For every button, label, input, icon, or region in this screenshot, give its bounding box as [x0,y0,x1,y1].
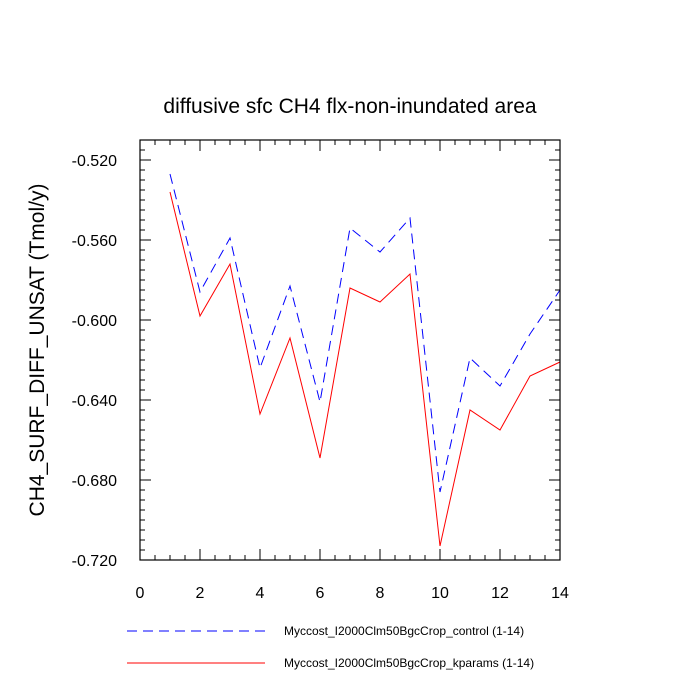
x-tick-label: 2 [196,585,205,602]
y-tick-label: -0.680 [72,473,117,490]
series-control-line [169,173,561,493]
legend-label-kparams: Myccost_I2000Clm50BgcCrop_kparams (1-14) [284,656,534,670]
y-axis-label: CH4_SURF_DIFF_UNSAT (Tmol/y) [26,184,49,517]
plot-series [169,173,561,547]
x-tick-labels: 0 2 4 6 8 10 12 14 [136,585,569,602]
plot-frame [139,139,561,561]
x-tick-label: 4 [256,585,265,602]
x-tick-label: 12 [491,585,509,602]
y-tick-label: -0.640 [72,393,117,410]
y-tick-label: -0.600 [72,313,117,330]
chart-title: diffusive sfc CH4 flx-non-inundated area [163,95,536,118]
y-tick-label: -0.520 [72,153,117,170]
x-tick-label: 14 [551,585,569,602]
x-tick-label: 10 [431,585,449,602]
series-kparams-line [169,191,561,547]
y-tick-label: -0.720 [72,553,117,570]
x-tick-label: 0 [136,585,145,602]
legend-label-control: Myccost_I2000Clm50BgcCrop_control (1-14) [284,624,524,638]
legend: Myccost_I2000Clm50BgcCrop_control (1-14)… [127,624,534,670]
y-tick-labels: -0.520 -0.560 -0.600 -0.640 -0.680 -0.720 [72,153,117,570]
x-tick-label: 6 [316,585,325,602]
y-tick-label: -0.560 [72,233,117,250]
axis-ticks [139,139,561,561]
x-tick-label: 8 [376,585,385,602]
